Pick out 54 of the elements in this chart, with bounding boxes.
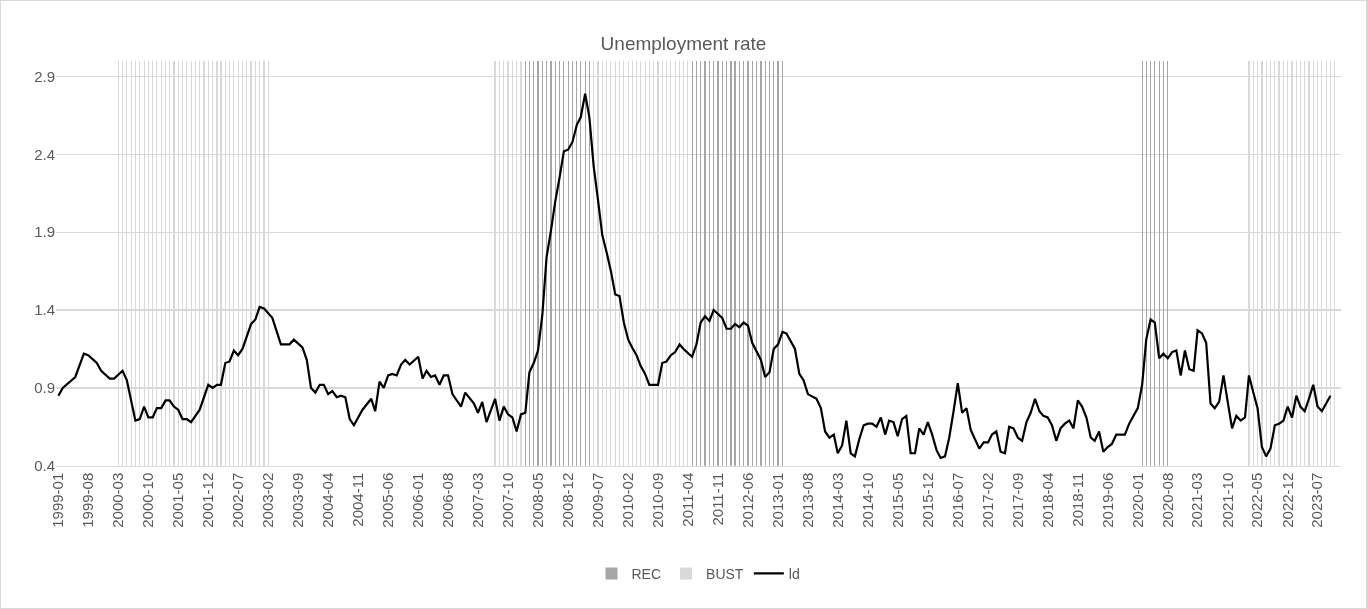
line-series — [57, 92, 1332, 460]
x-tick-label: 2011-11 — [708, 472, 726, 526]
x-tick-label: 2022-12 — [1278, 472, 1296, 528]
x-tick-label: 2003-02 — [259, 472, 277, 528]
x-tick-label: 2002-07 — [228, 472, 246, 528]
x-tick-label: 2006-08 — [438, 472, 456, 528]
x-tick-label: 2021-10 — [1218, 472, 1236, 528]
x-tick-label: 2009-07 — [588, 472, 606, 528]
x-tick-label: 2004-04 — [319, 472, 337, 528]
x-tick-label: 2003-09 — [289, 472, 307, 528]
x-tick-label: 2005-06 — [378, 472, 396, 528]
legend-label: REC — [631, 565, 662, 582]
x-tick-label: 2004-11 — [349, 472, 367, 527]
x-tick-label: 2016-07 — [948, 472, 966, 528]
y-tick-label: 1.4 — [34, 301, 55, 319]
x-tick-label: 2013-08 — [798, 472, 816, 528]
x-tick-label: 2000-03 — [109, 472, 127, 528]
x-tick-label: 2022-05 — [1248, 472, 1266, 528]
y-tick-label: 2.4 — [34, 145, 55, 163]
x-tick-label: 2017-02 — [978, 472, 996, 528]
x-tick-label: 2007-03 — [468, 472, 486, 528]
x-tick-label: 2014-03 — [828, 472, 846, 528]
x-tick-label: 2006-01 — [409, 472, 427, 528]
x-tick-label: 2020-08 — [1158, 472, 1176, 528]
x-tick-label: 2018-11 — [1068, 472, 1086, 527]
x-tick-label: 2013-01 — [768, 472, 786, 528]
x-tick-label: 2012-06 — [738, 472, 756, 528]
x-tick-label: 2020-01 — [1128, 472, 1146, 528]
x-tick-label: 2010-02 — [619, 472, 637, 528]
x-tick-label: 2000-10 — [139, 472, 157, 528]
chart-title: Unemployment rate — [600, 33, 767, 55]
x-tick-label: 2001-12 — [199, 472, 217, 528]
legend-label: BUST — [706, 565, 744, 582]
y-tick-label: 0.9 — [34, 379, 55, 397]
x-tick-label: 2019-06 — [1098, 472, 1116, 528]
x-tick-label: 2008-12 — [558, 472, 576, 528]
x-tick-label: 1999-01 — [49, 472, 67, 528]
y-tick-label: 0.4 — [34, 456, 55, 474]
x-tick-label: 2010-09 — [648, 472, 666, 528]
y-tick-label: 2.9 — [34, 67, 55, 85]
x-tick-label: 1999-08 — [79, 472, 97, 528]
x-tick-label: 2014-10 — [858, 472, 876, 528]
x-tick-label: 2017-09 — [1008, 472, 1026, 528]
y-tick-label: 1.9 — [34, 223, 55, 241]
x-tick-label: 2011-04 — [678, 472, 696, 527]
x-tick-label: 2015-05 — [888, 472, 906, 528]
x-tick-label: 2018-04 — [1038, 472, 1056, 528]
x-tick-label: 2021-03 — [1188, 472, 1206, 528]
x-tick-label: 2023-07 — [1308, 472, 1326, 528]
x-tick-label: 2007-10 — [498, 472, 516, 528]
x-tick-label: 2001-05 — [169, 472, 187, 528]
x-tick-label: 2015-12 — [918, 472, 936, 528]
x-tick-label: 2008-05 — [528, 472, 546, 528]
legend-label: ld — [788, 565, 800, 582]
